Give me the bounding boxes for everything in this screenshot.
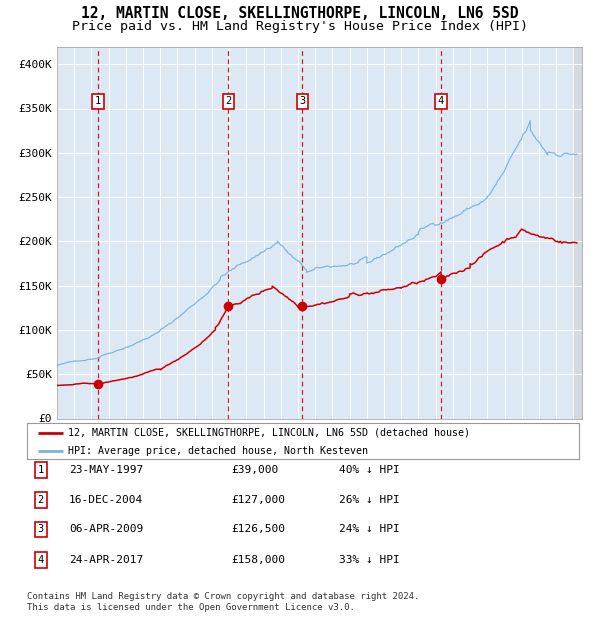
Text: 40% ↓ HPI: 40% ↓ HPI — [339, 465, 400, 475]
Text: 24-APR-2017: 24-APR-2017 — [69, 555, 143, 565]
Bar — [574, 46, 582, 419]
Text: 12, MARTIN CLOSE, SKELLINGTHORPE, LINCOLN, LN6 5SD: 12, MARTIN CLOSE, SKELLINGTHORPE, LINCOL… — [81, 6, 519, 21]
Text: £158,000: £158,000 — [231, 555, 285, 565]
Text: 24% ↓ HPI: 24% ↓ HPI — [339, 525, 400, 534]
Text: £126,500: £126,500 — [231, 525, 285, 534]
Text: Price paid vs. HM Land Registry's House Price Index (HPI): Price paid vs. HM Land Registry's House … — [72, 20, 528, 33]
Text: 4: 4 — [438, 97, 444, 107]
Text: HPI: Average price, detached house, North Kesteven: HPI: Average price, detached house, Nort… — [68, 446, 368, 456]
Text: 4: 4 — [38, 555, 44, 565]
Text: 26% ↓ HPI: 26% ↓ HPI — [339, 495, 400, 505]
Text: 2: 2 — [226, 97, 232, 107]
Text: 16-DEC-2004: 16-DEC-2004 — [69, 495, 143, 505]
Text: 1: 1 — [38, 465, 44, 475]
Text: 3: 3 — [299, 97, 305, 107]
Text: Contains HM Land Registry data © Crown copyright and database right 2024.
This d: Contains HM Land Registry data © Crown c… — [27, 592, 419, 611]
Text: 1: 1 — [95, 97, 101, 107]
Text: 33% ↓ HPI: 33% ↓ HPI — [339, 555, 400, 565]
Text: 12, MARTIN CLOSE, SKELLINGTHORPE, LINCOLN, LN6 5SD (detached house): 12, MARTIN CLOSE, SKELLINGTHORPE, LINCOL… — [68, 428, 470, 438]
Text: 3: 3 — [38, 525, 44, 534]
Text: 23-MAY-1997: 23-MAY-1997 — [69, 465, 143, 475]
Text: 2: 2 — [38, 495, 44, 505]
Text: £127,000: £127,000 — [231, 495, 285, 505]
Text: 06-APR-2009: 06-APR-2009 — [69, 525, 143, 534]
Text: £39,000: £39,000 — [231, 465, 278, 475]
